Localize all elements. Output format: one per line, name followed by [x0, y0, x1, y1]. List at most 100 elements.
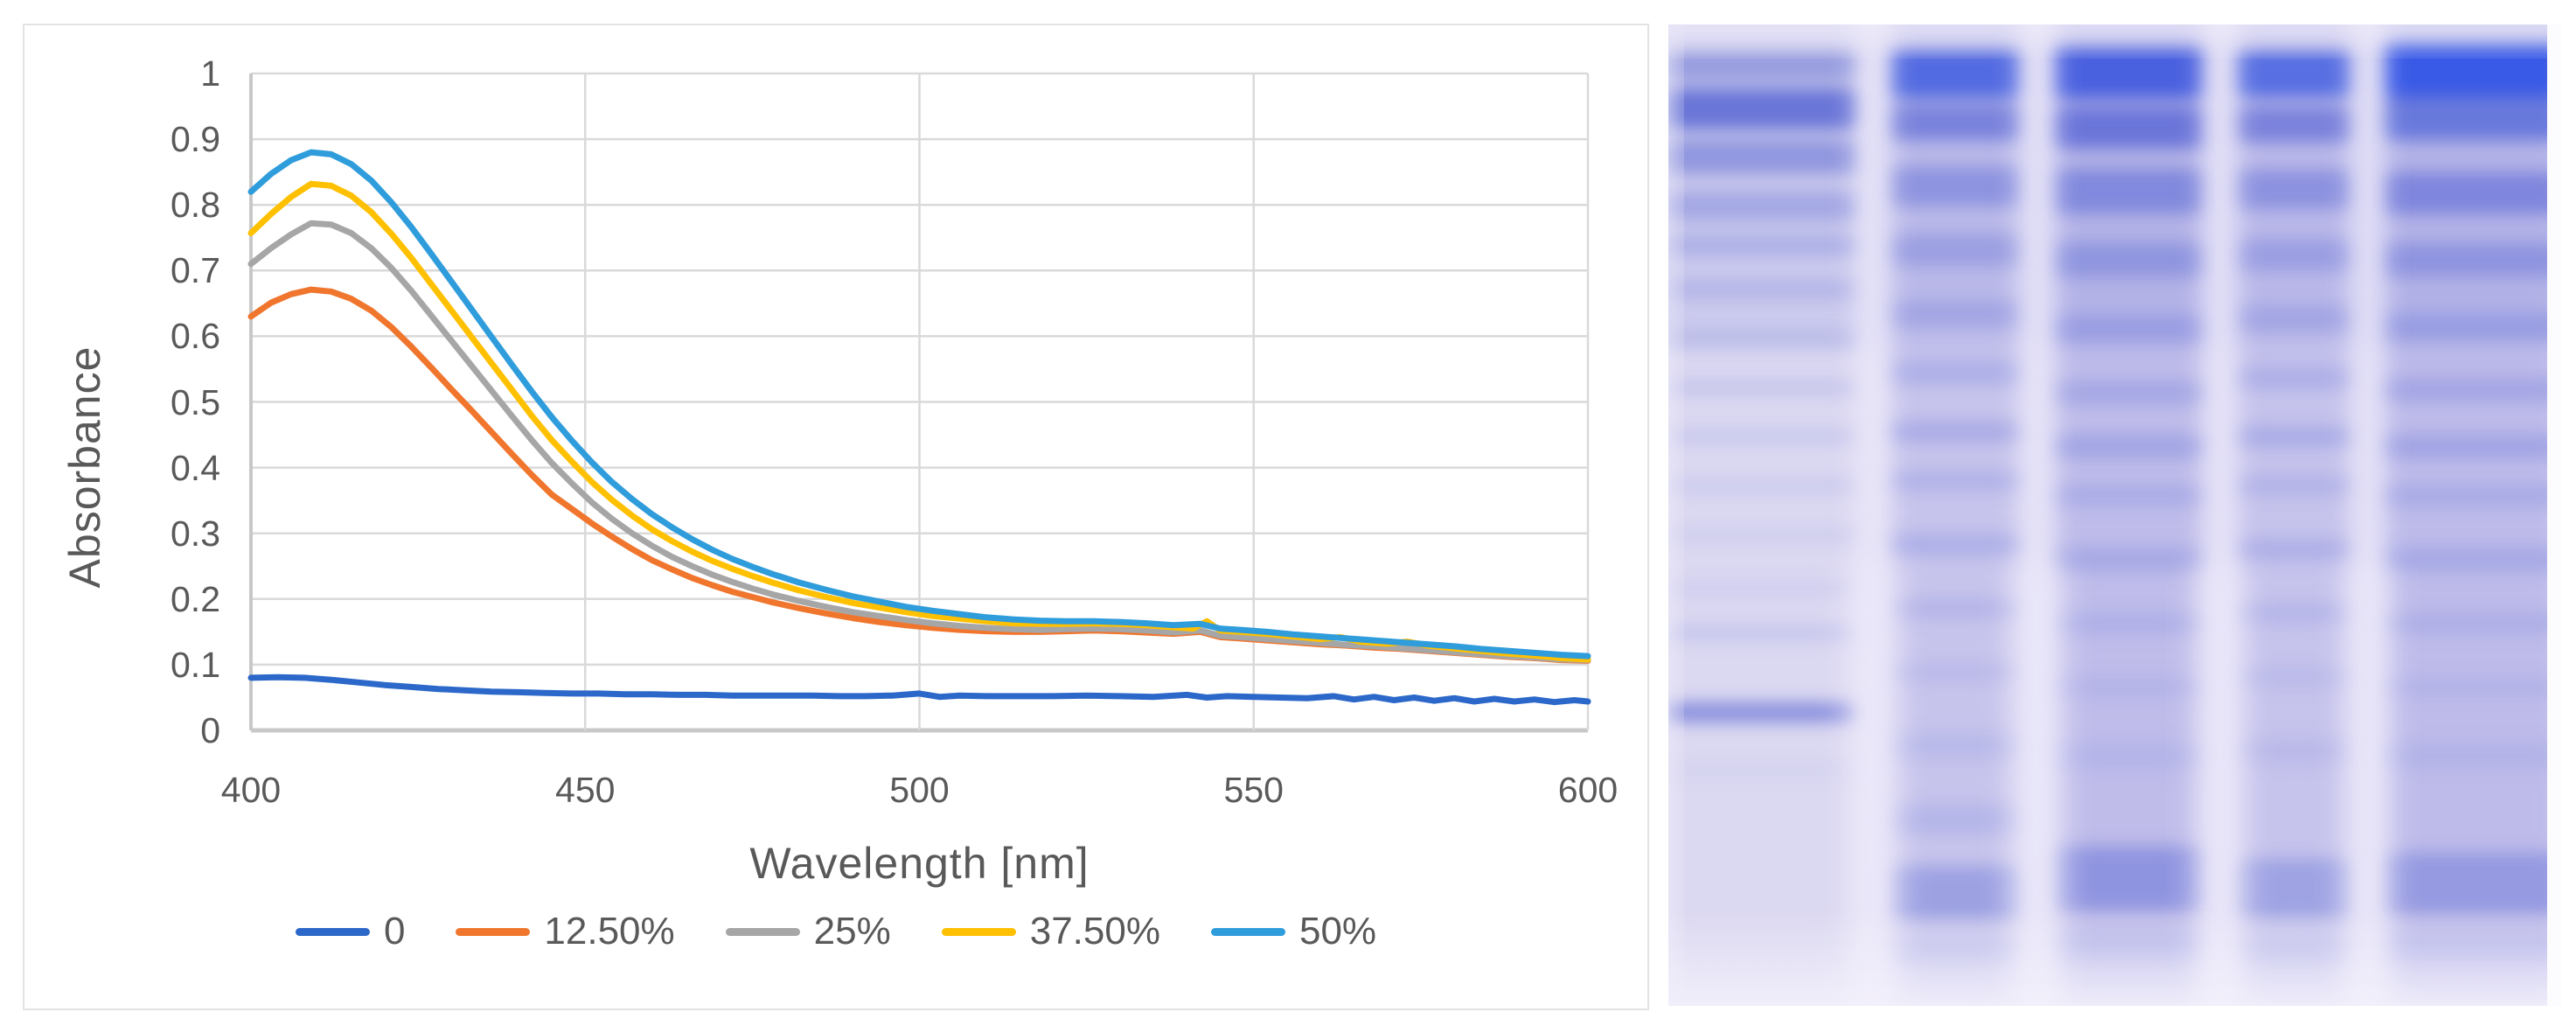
gel-band [1668, 87, 1861, 130]
gel-band [2380, 39, 2561, 98]
gel-band [1668, 478, 1861, 493]
y-tick-label: 0.7 [171, 250, 220, 291]
gel-band [2233, 603, 2355, 624]
gel-band [1887, 105, 2024, 141]
gel-band [1668, 582, 1861, 597]
gel-band [2050, 315, 2207, 343]
legend-label: 37.50% [1029, 910, 1160, 953]
gel-band [2050, 678, 2207, 696]
gel-band [2050, 169, 2207, 213]
gel-band [2233, 366, 2355, 390]
y-axis-title: Absorbance [60, 345, 109, 589]
gel-band [1887, 49, 2024, 99]
gel-band [1668, 380, 1861, 396]
gel-band [2233, 737, 2355, 764]
y-tick-label: 1 [200, 53, 220, 94]
sds-page-gel-image [1668, 24, 2561, 1006]
gel-band [2380, 95, 2561, 140]
legend-item: 12.50% [456, 907, 675, 956]
gel-band [1887, 471, 2024, 491]
gel-band [1887, 663, 2024, 681]
gel-band [2233, 476, 2355, 496]
legend-label: 25% [813, 910, 891, 953]
y-tick-label: 0.3 [171, 513, 220, 554]
legend-label: 0 [383, 910, 406, 953]
gel-band [2380, 613, 2561, 633]
legend-swatch [1210, 927, 1285, 936]
y-tick-label: 0 [200, 710, 220, 750]
legend-swatch [725, 927, 800, 936]
y-tick-label: 0.2 [171, 578, 220, 619]
gel-band [1668, 625, 1861, 641]
gel-band [1887, 234, 2024, 267]
x-axis-title: Wavelength [nm] [749, 839, 1090, 888]
absorbance-chart-panel: 1 0.9 0.8 0.7 0.6 0.5 0.4 0.3 0.2 0.1 0 400 450 500 5… [23, 24, 1649, 1010]
legend-swatch [941, 927, 1016, 936]
gel-band [2050, 548, 2207, 571]
gel-band [2050, 613, 2207, 633]
gel-band [1668, 51, 1861, 80]
gel-band [2233, 170, 2355, 209]
gel-image-panel [1668, 24, 2561, 1006]
gel-band [1887, 598, 2024, 618]
chart-legend: 0 12.50% 25% 37.50% 50% [24, 907, 1647, 956]
legend-item: 25% [725, 907, 891, 956]
x-tick-label: 600 [1557, 770, 1619, 810]
legend-swatch [295, 927, 370, 936]
gel-band [1887, 804, 2024, 834]
x-tick-label: 400 [220, 770, 282, 810]
gel-band [1887, 534, 2024, 556]
gel-band [1668, 702, 1861, 722]
gel-band [2233, 858, 2355, 918]
absorbance-spectra-plot [247, 72, 1591, 733]
legend-label: 12.50% [544, 910, 675, 953]
gel-band [2233, 306, 2355, 332]
legend-item: 37.50% [941, 907, 1160, 956]
gel-band [1887, 733, 2024, 759]
gel-band [1668, 139, 1861, 175]
gel-band [1887, 166, 2024, 206]
gel-band [1887, 421, 2024, 443]
gel-band [1668, 279, 1861, 300]
gel-band [2380, 312, 2561, 341]
gel-band [1668, 765, 1861, 776]
legend-label: 50% [1298, 910, 1377, 953]
gel-band [2050, 242, 2207, 277]
legend-item: 50% [1210, 907, 1377, 956]
gel-band [2050, 743, 2207, 769]
gel-band [2380, 485, 2561, 506]
gel-band [2050, 45, 2207, 99]
gel-band [2050, 380, 2207, 405]
x-tick-label: 450 [555, 770, 616, 810]
gel-band [1668, 329, 1861, 348]
series-line-0 [247, 674, 1591, 706]
gel-band [2380, 852, 2561, 914]
gel-band [2380, 377, 2561, 402]
gel-band [1668, 234, 1861, 256]
y-tick-label: 0.9 [171, 119, 220, 160]
gel-band [2380, 548, 2561, 571]
gel-band [2380, 172, 2561, 214]
legend-swatch [456, 927, 531, 936]
gel-band [2050, 434, 2207, 458]
y-tick-label: 0.6 [171, 316, 220, 357]
gel-band [2233, 425, 2355, 448]
y-tick-label: 0.5 [171, 381, 220, 422]
gel-band [2233, 50, 2355, 98]
gel-band [1887, 301, 2024, 327]
gel-band [2233, 668, 2355, 687]
series-line-25 [247, 220, 1591, 664]
gel-band [2380, 678, 2561, 696]
x-tick-label: 500 [889, 770, 950, 810]
y-tick-label: 0.8 [171, 185, 220, 226]
legend-item: 0 [295, 907, 406, 956]
gel-band [1668, 527, 1861, 542]
gel-band [2233, 107, 2355, 143]
gel-band [2050, 846, 2207, 911]
gel-band [2380, 243, 2561, 277]
gel-band [2380, 743, 2561, 769]
gel-band [2233, 538, 2355, 561]
gel-band [2050, 107, 2207, 149]
gel-band [2233, 239, 2355, 271]
